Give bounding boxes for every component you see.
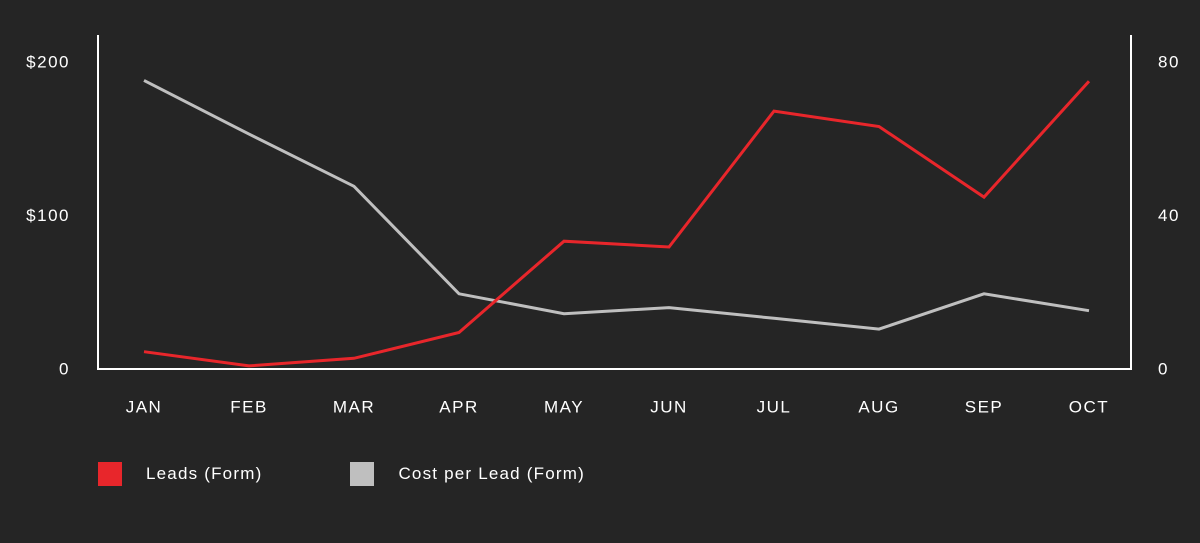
chart-legend: Leads (Form) Cost per Lead (Form)	[98, 461, 673, 487]
x-tick-label: JUL	[757, 398, 792, 417]
chart-tick-labels: 0 $100 $200 0 40 80 JAN FEB MAR APR MAY JUN JUL AUG SE…	[26, 53, 1180, 417]
y-left-tick-label: $100	[26, 206, 70, 225]
legend-label-leads: Leads (Form)	[146, 464, 263, 483]
x-tick-label: APR	[439, 398, 478, 417]
x-tick-label: OCT	[1069, 398, 1109, 417]
chart-series	[143, 79, 1091, 368]
series-line-cost-per-lead	[143, 79, 1090, 331]
legend-label-cost-per-lead: Cost per Lead (Form)	[398, 464, 585, 483]
x-tick-label: FEB	[230, 398, 268, 417]
legend-item-cost-per-lead: Cost per Lead (Form)	[350, 462, 585, 486]
legend-item-leads: Leads (Form)	[98, 462, 262, 486]
x-tick-label: AUG	[858, 398, 899, 417]
y-right-tick-label: 0	[1158, 360, 1169, 379]
legend-swatch-leads	[98, 462, 122, 486]
x-tick-label: JAN	[126, 398, 163, 417]
y-left-tick-label: 0	[59, 360, 70, 379]
legend-swatch-cost-per-lead	[350, 462, 375, 486]
x-tick-label: JUN	[650, 398, 688, 417]
y-right-tick-label: 80	[1158, 53, 1180, 72]
chart-axes	[97, 35, 1132, 370]
series-line-leads	[143, 80, 1091, 368]
y-right-tick-label: 40	[1158, 206, 1180, 225]
x-tick-label: MAR	[333, 398, 375, 417]
y-left-tick-label: $200	[26, 53, 70, 72]
x-tick-label: MAY	[544, 398, 584, 417]
x-tick-label: SEP	[965, 398, 1004, 417]
